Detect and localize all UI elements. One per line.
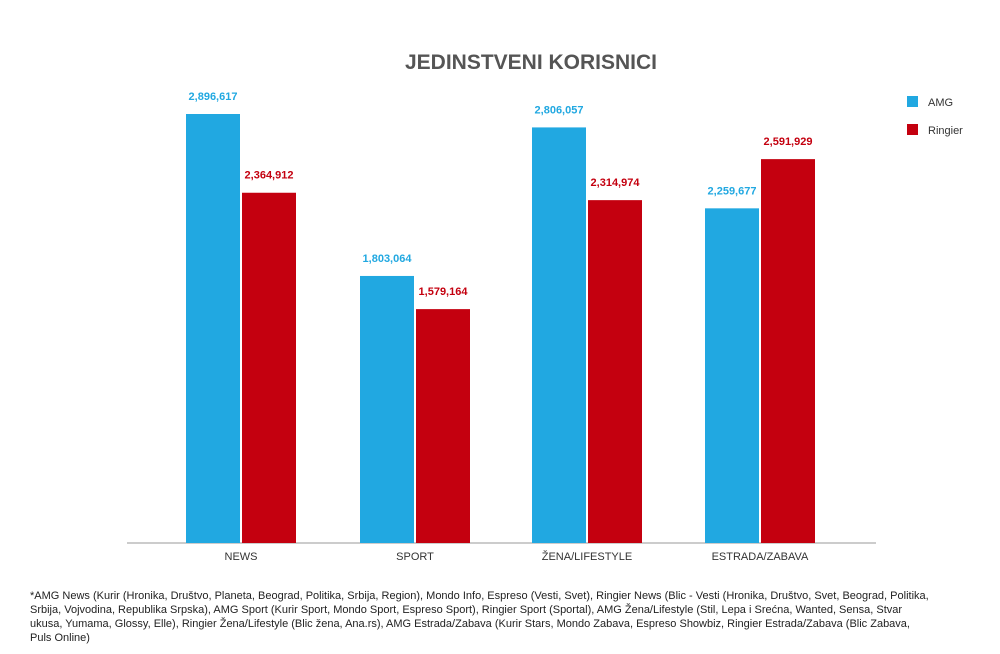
bar-ringier-2 (588, 200, 642, 543)
data-label-ringier-0: 2,364,912 (245, 170, 294, 182)
data-label-amg-3: 2,259,677 (708, 185, 757, 197)
data-label-ringier-2: 2,314,974 (591, 177, 641, 189)
bar-ringier-0 (242, 192, 296, 543)
data-label-ringier-3: 2,591,929 (764, 136, 813, 148)
data-label-ringier-1: 1,579,164 (419, 286, 469, 298)
bar-amg-1 (360, 275, 414, 543)
bar-ringier-1 (416, 309, 470, 543)
x-tick-label: NEWS (225, 551, 258, 563)
x-tick-label: ŽENA/LIFESTYLE (542, 550, 632, 563)
bar-amg-0 (186, 114, 240, 543)
legend-swatch-ringier (907, 124, 918, 135)
data-label-amg-1: 1,803,064 (363, 253, 413, 265)
legend-label-amg: AMG (928, 97, 953, 109)
bar-amg-3 (705, 208, 759, 543)
footnote: *AMG News (Kurir (Hronika, Društvo, Plan… (30, 590, 929, 644)
chart-title: JEDINSTVENI KORISNICI (405, 51, 657, 74)
chart: JEDINSTVENI KORISNICI 2,896,617 2,364,912… (127, 51, 963, 563)
legend-swatch-amg (907, 96, 918, 107)
bar-amg-2 (532, 127, 586, 543)
bar-ringier-3 (761, 159, 815, 543)
x-tick-label: ESTRADA/ZABAVA (712, 551, 809, 563)
x-tick-label: SPORT (396, 551, 434, 563)
legend-label-ringier: Ringier (928, 125, 963, 137)
data-label-amg-0: 2,896,617 (189, 91, 238, 103)
data-label-amg-2: 2,806,057 (535, 104, 584, 116)
